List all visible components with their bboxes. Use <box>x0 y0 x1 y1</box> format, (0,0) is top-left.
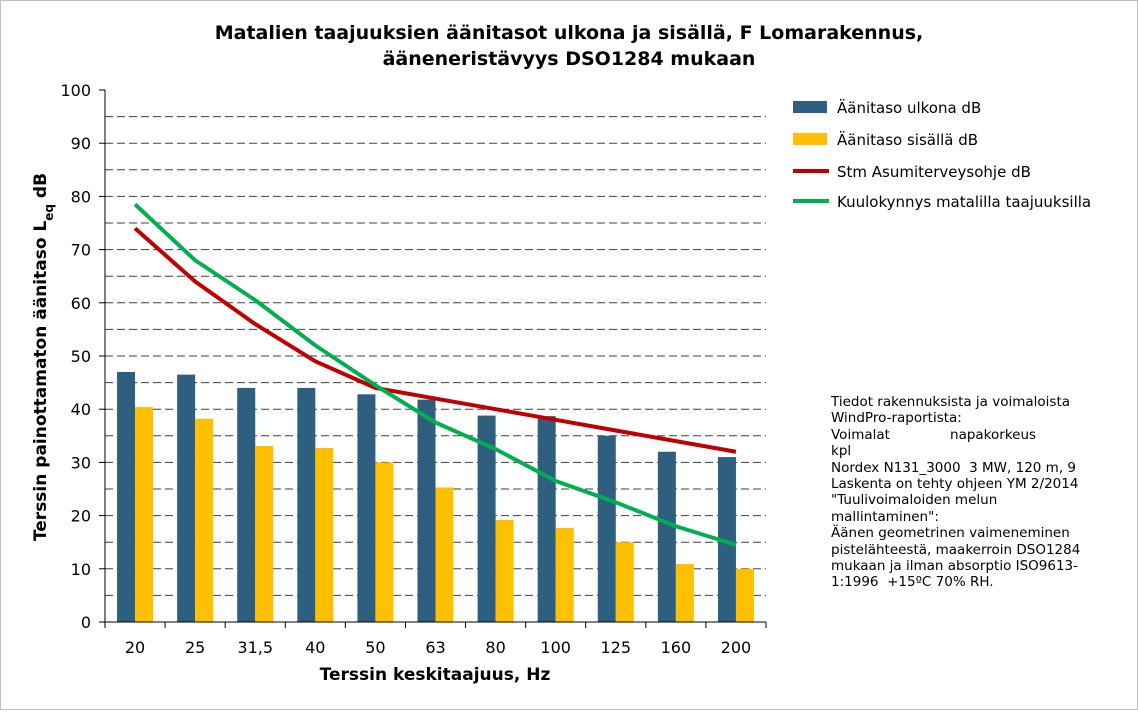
x-tick-label: 31,5 <box>237 638 273 657</box>
axes <box>99 89 767 628</box>
info-note-line: mukaan ja ilman absorptio ISO9613- <box>831 558 1079 575</box>
x-tick-label: 25 <box>185 638 205 657</box>
line-series-stm <box>133 226 737 454</box>
bars-layer <box>117 371 754 622</box>
info-note-line: pistelähteestä, maakerroin DSO1284 <box>831 541 1081 558</box>
x-tick-label: 160 <box>661 638 692 657</box>
y-tick-label: 60 <box>71 294 91 313</box>
tick-labels: 0 10 20 30 40 50 60 70 80 90 100 20 25 31,5 40 50 63 80 10… <box>60 81 751 657</box>
y-tick-label: 50 <box>71 347 91 366</box>
bar-outdoor-9 <box>657 451 676 622</box>
bar-indoor-10 <box>735 568 754 622</box>
y-tick-label: 90 <box>71 134 91 153</box>
legend: Äänitaso ulkona dB Äänitaso sisällä dB Stm… <box>793 98 1091 211</box>
y-tick-label: 100 <box>60 81 91 100</box>
x-tick-label: 20 <box>125 638 145 657</box>
bar-indoor-4 <box>375 462 394 622</box>
bar-indoor-1 <box>195 418 214 622</box>
legend-label-3: Kuulokynnys matalilla taajuuksilla <box>837 193 1091 211</box>
x-tick-label: 125 <box>600 638 631 657</box>
y-tick-label: 80 <box>71 187 91 206</box>
bar-indoor-9 <box>675 564 694 622</box>
chart-title-line-1: Matalien taajuuksien äänitasot ulkona ja… <box>215 22 924 44</box>
info-note-line: "Tuulivoimaloiden melun <box>831 492 998 509</box>
y-tick-label: 40 <box>71 400 91 419</box>
x-tick-label: 80 <box>485 638 505 657</box>
info-note-line: Laskenta on tehty ohjeen YM 2/2014 <box>831 476 1079 493</box>
bar-indoor-7 <box>555 527 574 622</box>
y-axis-title-sub: eq <box>42 204 56 221</box>
bar-outdoor-10 <box>717 457 736 622</box>
info-note-line: WindPro-raportista: <box>831 410 962 427</box>
bar-indoor-3 <box>315 448 334 622</box>
bar-outdoor-2 <box>237 387 256 622</box>
y-axis-title-unit: dB <box>31 173 51 204</box>
bar-outdoor-5 <box>417 399 436 622</box>
x-tick-label: 50 <box>365 638 385 657</box>
legend-swatch-0 <box>793 101 827 113</box>
x-tick-label: 40 <box>305 638 325 657</box>
legend-swatch-1 <box>793 133 827 145</box>
bar-outdoor-3 <box>297 387 316 622</box>
x-tick-label: 200 <box>721 638 752 657</box>
legend-label-2: Stm Asumiterveysohje dB <box>837 163 1031 181</box>
x-axis-title: Terssin keskitaajuus, Hz <box>320 665 551 685</box>
bar-outdoor-0 <box>117 371 136 622</box>
y-tick-label: 10 <box>71 560 91 579</box>
info-note: Tiedot rakennuksista ja voimaloista WindP… <box>831 394 1131 591</box>
chart-title-line-2: ääneneristävyys DSO1284 mukaan <box>383 48 756 70</box>
y-tick-label: 20 <box>71 507 91 526</box>
y-axis-title: Terssin painottamaton äänitaso Leq dB <box>31 173 56 541</box>
bar-indoor-2 <box>255 445 274 622</box>
line-series-hearing-threshold <box>133 202 737 547</box>
bar-outdoor-4 <box>357 394 376 622</box>
y-tick-label: 0 <box>81 613 91 632</box>
info-note-line: Tiedot rakennuksista ja voimaloista <box>831 394 1071 410</box>
legend-label-0: Äänitaso ulkona dB <box>837 98 981 117</box>
y-axis-title-main: Terssin painottamaton äänitaso L <box>31 221 51 542</box>
info-note-line: Nordex N131_3000 3 MW, 120 m, 9 <box>831 459 1076 476</box>
x-tick-label: 63 <box>425 638 445 657</box>
info-note-line: Voimalat napakorkeus <box>831 426 1037 443</box>
info-note-line: kpl <box>831 443 852 460</box>
bar-indoor-8 <box>615 542 634 622</box>
bar-indoor-0 <box>135 407 154 622</box>
lines-layer <box>133 202 737 547</box>
bar-outdoor-8 <box>597 435 616 622</box>
y-tick-label: 70 <box>71 241 91 260</box>
info-note-line: mallintaminen": <box>831 508 939 525</box>
bar-outdoor-7 <box>537 416 556 622</box>
bar-outdoor-1 <box>177 374 196 622</box>
bar-indoor-5 <box>435 487 454 622</box>
legend-label-1: Äänitaso sisällä dB <box>837 130 978 149</box>
y-tick-label: 30 <box>71 453 91 472</box>
x-tick-label: 100 <box>540 638 571 657</box>
bar-outdoor-6 <box>477 415 496 622</box>
info-note-line: 1:1996 +15ºC 70% RH. <box>831 574 994 591</box>
info-note-line: Äänen geometrinen vaimeneminen <box>831 525 1070 542</box>
bar-indoor-6 <box>495 519 514 622</box>
